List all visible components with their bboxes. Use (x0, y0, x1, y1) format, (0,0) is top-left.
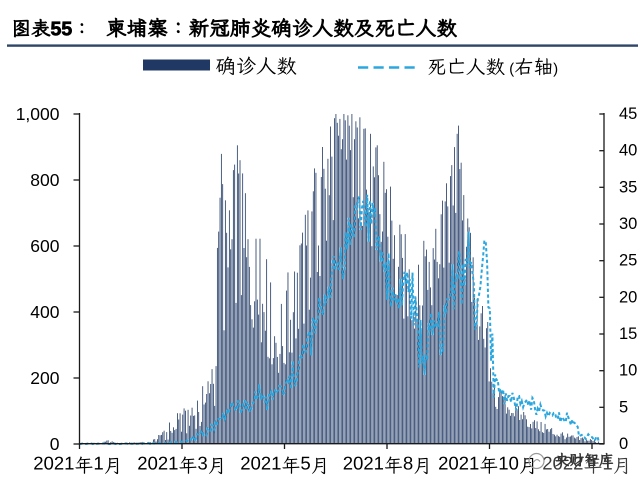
svg-text:0: 0 (50, 434, 60, 454)
svg-text:0: 0 (619, 435, 628, 453)
svg-text:35: 35 (619, 178, 637, 196)
svg-text:200: 200 (30, 368, 59, 388)
svg-text:40: 40 (619, 142, 637, 160)
svg-text:400: 400 (30, 302, 59, 322)
svg-text:15: 15 (619, 325, 637, 343)
svg-text:10: 10 (619, 362, 637, 380)
svg-text:600: 600 (30, 236, 59, 256)
svg-text:30: 30 (619, 215, 637, 233)
svg-text:20: 20 (619, 288, 637, 306)
svg-text:5: 5 (619, 398, 628, 416)
svg-text:800: 800 (30, 170, 59, 190)
svg-text:1,000: 1,000 (16, 104, 60, 124)
svg-text:45: 45 (619, 105, 637, 123)
svg-text:25: 25 (619, 252, 637, 270)
